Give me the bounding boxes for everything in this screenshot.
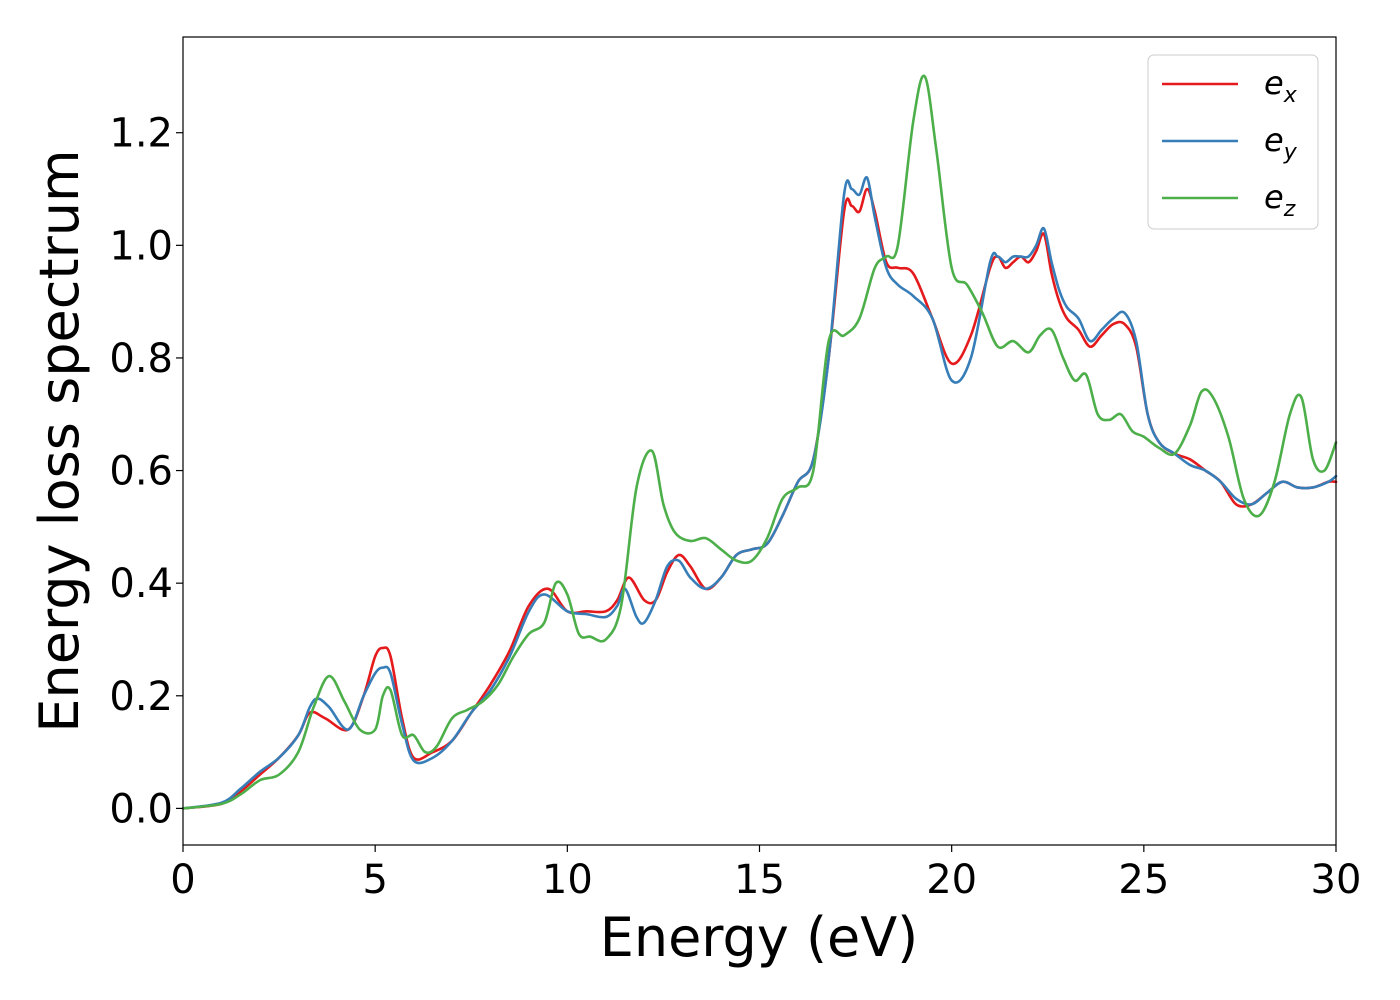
x-axis-title: Energy (eV): [600, 906, 919, 969]
x-tick-label: 0: [170, 857, 195, 903]
x-tick-label: 30: [1311, 857, 1362, 903]
y-tick-label: 1.2: [109, 111, 173, 157]
y-axis: 0.0 0.2 0.4 0.6 0.8 1.0 1.2: [109, 111, 183, 832]
y-tick-label: 0.8: [109, 336, 173, 382]
y-tick-label: 0.0: [109, 786, 173, 832]
x-axis: 0 5 10 15 20 25 30: [170, 845, 1361, 903]
legend-label-z: ez: [1264, 178, 1296, 222]
series-line-y: [181, 176, 1338, 810]
series-line-z: [181, 74, 1338, 810]
x-tick-label: 10: [542, 857, 593, 903]
x-tick-label: 15: [734, 857, 785, 903]
legend: ex ey ez: [1147, 54, 1319, 230]
legend-label-y: ey: [1264, 121, 1298, 165]
x-tick-label: 25: [1118, 857, 1169, 903]
y-tick-label: 1.0: [109, 223, 173, 269]
legend-label-x: ex: [1264, 64, 1298, 108]
y-tick-label: 0.2: [109, 674, 173, 720]
y-tick-label: 0.6: [109, 449, 173, 495]
y-axis-title: Energy loss spectrum: [28, 149, 91, 732]
y-tick-label: 0.4: [109, 561, 173, 607]
x-tick-label: 5: [362, 857, 387, 903]
x-tick-label: 20: [926, 857, 977, 903]
series-layer: [181, 74, 1338, 810]
